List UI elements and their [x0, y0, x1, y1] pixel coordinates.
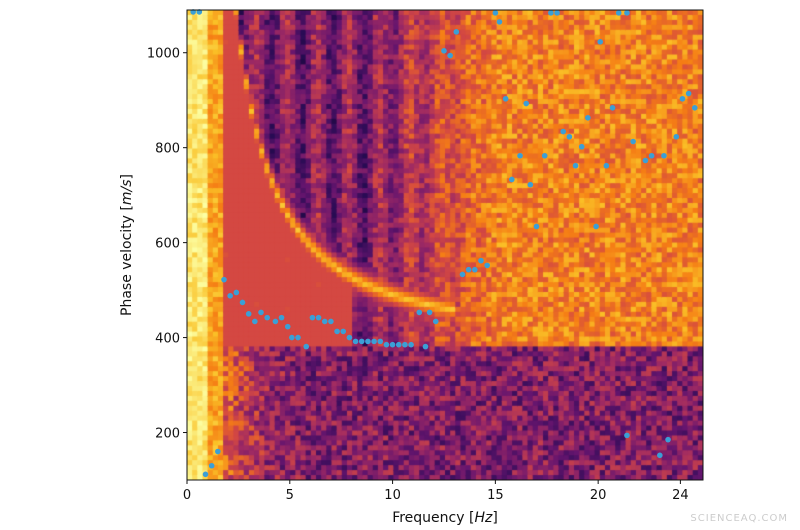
data-point [202, 471, 209, 478]
data-point [509, 176, 515, 183]
data-point [478, 257, 484, 264]
x-tick-label: 20 [590, 488, 607, 503]
data-point [441, 48, 447, 54]
y-axis-label: Phase velocity [m/s] [119, 174, 135, 316]
data-point [278, 314, 285, 321]
data-point [484, 262, 490, 269]
data-point [533, 223, 540, 230]
watermark: SCIENCEAQ.COM [690, 513, 788, 524]
x-tick-label: 15 [487, 488, 504, 503]
data-point [492, 10, 499, 16]
x-tick-label: 0 [183, 488, 191, 503]
data-point [239, 299, 246, 306]
data-point [334, 328, 340, 335]
data-point [208, 462, 215, 469]
data-point [402, 341, 408, 348]
data-point [548, 10, 554, 16]
data-point [422, 343, 429, 350]
data-point [221, 276, 227, 283]
data-point [661, 152, 667, 159]
y-tick-label: 800 [155, 142, 180, 157]
data-point [252, 318, 258, 325]
data-point [328, 318, 334, 325]
y-tick-label: 1000 [147, 47, 180, 62]
y-tick-label: 200 [155, 427, 180, 442]
data-point [593, 223, 599, 230]
data-point [673, 133, 680, 140]
data-point [624, 432, 630, 439]
data-point [472, 266, 478, 273]
data-point [554, 10, 560, 16]
data-point [227, 292, 233, 299]
data-point [426, 309, 433, 316]
data-point [389, 341, 396, 348]
data-point [665, 436, 671, 443]
data-point [258, 309, 264, 316]
x-tick-label: 10 [384, 488, 401, 503]
data-point [416, 309, 423, 316]
data-point [346, 334, 353, 341]
data-point [572, 162, 579, 169]
data-point [465, 266, 472, 273]
data-point [215, 448, 221, 455]
data-point [597, 39, 604, 45]
data-point [377, 338, 384, 345]
data-point [264, 314, 270, 321]
data-point [609, 104, 616, 111]
data-point [523, 100, 530, 107]
data-point [453, 29, 460, 35]
data-point [648, 152, 655, 159]
data-point [315, 314, 322, 321]
data-point [447, 52, 453, 59]
data-point [408, 341, 414, 348]
x-axis-label: Frequency [Hz] [392, 510, 498, 526]
data-point [284, 323, 291, 330]
data-point [365, 338, 371, 345]
heatmap [187, 10, 703, 480]
data-point [642, 157, 649, 164]
data-point [657, 452, 663, 459]
data-point [459, 271, 466, 278]
data-point [303, 343, 310, 350]
data-point [352, 338, 359, 345]
data-point [624, 10, 630, 16]
data-point [578, 143, 585, 150]
x-tick-label: 5 [286, 488, 294, 503]
data-point [527, 181, 534, 188]
data-point [630, 138, 636, 145]
y-tick-label: 400 [155, 332, 180, 347]
data-point [560, 128, 567, 135]
y-tick-label: 600 [155, 237, 180, 252]
data-point [603, 162, 610, 169]
plot-frame [186, 9, 704, 481]
data-point [585, 114, 591, 121]
data-point [295, 334, 301, 341]
data-point [541, 152, 548, 159]
data-point [517, 152, 523, 159]
data-point [321, 318, 328, 325]
data-point [679, 95, 686, 102]
data-point [371, 338, 377, 345]
data-point [383, 341, 390, 348]
data-point [432, 318, 439, 325]
data-point [309, 314, 316, 321]
data-point [496, 19, 503, 25]
data-point [358, 338, 365, 345]
data-point [502, 95, 509, 102]
data-point [685, 90, 692, 97]
data-point [272, 318, 279, 325]
data-point [615, 10, 622, 16]
data-point [566, 133, 573, 140]
data-point [233, 289, 240, 296]
data-point [395, 341, 402, 348]
x-tick-label: 24 [672, 488, 689, 503]
data-point [340, 328, 347, 335]
data-point [691, 104, 698, 111]
data-point [289, 334, 295, 341]
data-point [245, 311, 252, 317]
